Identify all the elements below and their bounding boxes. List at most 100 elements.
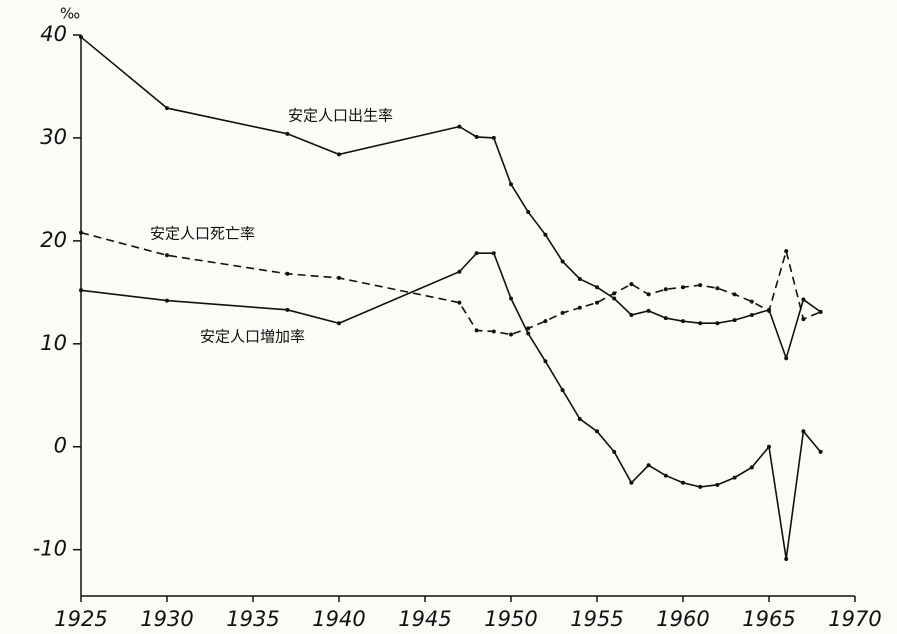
y-tick-label: 40 — [40, 22, 67, 46]
point — [749, 465, 754, 470]
point — [509, 296, 513, 301]
point — [646, 308, 651, 313]
point — [681, 319, 685, 324]
point — [509, 332, 513, 337]
point — [698, 283, 703, 288]
series-line — [80, 231, 821, 336]
point — [79, 230, 83, 235]
point — [285, 131, 290, 136]
point — [595, 300, 599, 305]
point — [491, 329, 496, 334]
y-axis-label: ‰ — [60, 5, 80, 23]
point — [732, 318, 737, 323]
point — [165, 253, 169, 258]
point — [698, 321, 703, 326]
point — [663, 316, 668, 321]
point — [509, 182, 513, 187]
point — [612, 296, 617, 301]
point — [79, 288, 83, 293]
point — [337, 275, 341, 280]
point — [663, 473, 668, 478]
x-tick-label: 1960 — [656, 607, 709, 631]
point — [629, 312, 634, 317]
point — [577, 416, 582, 421]
point — [543, 359, 548, 364]
point — [474, 328, 479, 333]
point — [715, 321, 720, 326]
point — [491, 135, 496, 140]
point — [577, 276, 582, 281]
point — [560, 310, 565, 315]
point — [526, 331, 531, 336]
series-label: 安定人口増加率 — [200, 328, 305, 346]
x-tick-label: 1970 — [828, 607, 881, 631]
series-label: 安定人口死亡率 — [150, 225, 255, 243]
y-tick-label: 30 — [40, 125, 67, 149]
x-tick-label: 1955 — [570, 607, 623, 631]
point — [526, 326, 531, 331]
point — [715, 286, 720, 291]
point — [818, 309, 823, 314]
point — [595, 429, 599, 434]
point — [337, 321, 341, 326]
point — [646, 292, 651, 297]
point — [577, 305, 582, 310]
point — [801, 429, 806, 434]
point — [165, 298, 169, 303]
point — [749, 312, 754, 317]
point — [526, 210, 531, 215]
y-tick-label: 10 — [40, 331, 67, 355]
point — [79, 35, 83, 40]
point — [629, 282, 634, 287]
point — [732, 475, 737, 480]
x-tick-label: 1935 — [226, 607, 279, 631]
point — [629, 480, 634, 485]
x-tick-label: 1940 — [312, 607, 365, 631]
point — [749, 299, 754, 304]
point — [337, 152, 341, 157]
point — [681, 285, 685, 290]
point — [698, 484, 703, 489]
point — [646, 463, 651, 468]
point — [732, 292, 737, 297]
point — [560, 259, 565, 264]
point — [543, 319, 548, 324]
series-line — [80, 252, 822, 560]
x-tick-label: 1950 — [484, 607, 537, 631]
point — [457, 300, 462, 305]
point — [474, 134, 479, 139]
point — [767, 308, 771, 313]
y-tick-label: 20 — [40, 228, 67, 252]
point — [767, 444, 771, 449]
point — [560, 388, 565, 393]
point — [681, 480, 685, 485]
x-tick-label: 1925 — [54, 607, 107, 631]
y-tick-label: -10 — [33, 537, 67, 561]
point — [663, 287, 668, 292]
point — [784, 249, 789, 254]
point — [612, 291, 617, 296]
point — [474, 251, 479, 256]
point — [491, 251, 496, 256]
point — [801, 297, 806, 302]
series-label: 安定人口出生率 — [288, 107, 393, 125]
point — [784, 356, 789, 361]
point — [457, 124, 462, 129]
point — [818, 449, 823, 454]
point — [595, 285, 599, 290]
y-tick-label: 0 — [54, 434, 67, 458]
x-tick-label: 1965 — [742, 607, 795, 631]
point — [715, 482, 720, 487]
point — [285, 307, 290, 312]
x-tick-label: 1930 — [140, 607, 193, 631]
point — [285, 271, 290, 276]
point — [784, 556, 789, 561]
point — [612, 449, 617, 454]
series-line — [80, 36, 822, 361]
x-tick-label: 1945 — [398, 607, 451, 631]
point — [165, 106, 169, 111]
point — [801, 317, 806, 322]
point — [457, 269, 462, 274]
point — [543, 232, 548, 237]
